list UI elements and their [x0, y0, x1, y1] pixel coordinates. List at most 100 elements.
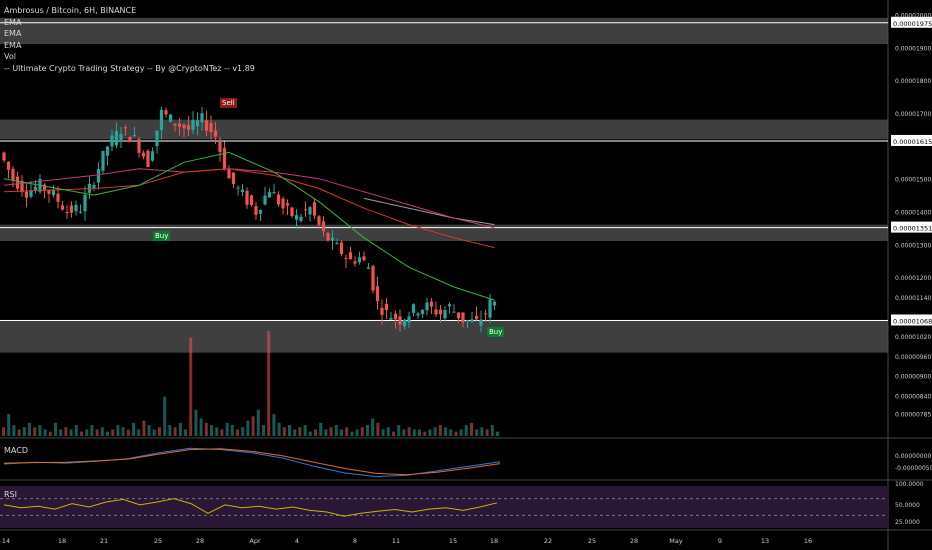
- x-tick-label: 14: [2, 537, 10, 545]
- volume-bar: [230, 425, 234, 436]
- candle-body: [137, 139, 141, 153]
- volume-bar: [251, 416, 255, 436]
- volume-bar: [256, 409, 260, 436]
- candle-body: [465, 320, 470, 322]
- candle-body: [105, 146, 110, 156]
- x-tick-label: 18: [490, 537, 498, 545]
- volume-bar: [319, 422, 323, 436]
- x-tick-label: 25: [588, 537, 596, 545]
- volume-bar: [2, 427, 5, 436]
- candle-body: [69, 205, 74, 213]
- candle-body: [402, 319, 407, 327]
- volume-bar: [386, 427, 390, 436]
- candle-body: [6, 161, 11, 170]
- candle-body: [254, 206, 258, 215]
- volume-bar: [48, 431, 52, 436]
- candle-body: [74, 204, 78, 212]
- volume-bar: [272, 414, 276, 436]
- y-tick-label: 0.00001500: [895, 177, 931, 184]
- sr-zone: [0, 17, 888, 45]
- rsi-label: RSI: [4, 490, 17, 499]
- volume-bar: [366, 425, 369, 436]
- candle-body: [236, 187, 240, 189]
- candle-body: [209, 123, 213, 132]
- volume-bar: [225, 422, 229, 436]
- volume-bar: [303, 425, 307, 436]
- x-tick-label: 15: [449, 537, 457, 545]
- volume-bar: [485, 429, 489, 436]
- y-tick-label: 0.00001020: [895, 334, 931, 341]
- candle-body: [326, 233, 330, 241]
- candle-body: [227, 168, 231, 179]
- x-tick-label: 11: [392, 537, 400, 545]
- candle-body: [123, 127, 128, 129]
- candle-body: [200, 113, 204, 123]
- volume-bar: [80, 431, 83, 436]
- volume-bar: [340, 429, 343, 436]
- y-tick-label: 0.00000840: [895, 393, 931, 400]
- volume-bar: [444, 427, 447, 436]
- volume-bar: [345, 427, 349, 436]
- sr-zone: [0, 319, 888, 353]
- volume-bar: [189, 337, 193, 436]
- candle-body: [56, 193, 60, 202]
- volume-bar: [69, 429, 73, 436]
- sr-zone: [0, 224, 888, 242]
- y-tick-label: 0.00001200: [895, 275, 931, 282]
- candle-body: [164, 110, 168, 115]
- volume-bar: [288, 425, 291, 436]
- candle-body: [191, 120, 195, 130]
- candle-body: [33, 186, 38, 191]
- buy-signal-tag: Buy: [153, 231, 171, 241]
- candle-body: [177, 123, 182, 127]
- price-tag-bg: [891, 16, 932, 28]
- candle-body: [47, 190, 51, 194]
- volume-bar: [267, 331, 271, 436]
- volume-bar: [215, 427, 219, 436]
- buy-signal-tag-2: Buy: [487, 327, 505, 337]
- volume-bar: [17, 429, 21, 436]
- volume-bar: [33, 427, 37, 436]
- volume-bar: [308, 431, 312, 436]
- volume-bar: [350, 431, 354, 436]
- candle-body: [11, 168, 15, 180]
- candle-body: [362, 256, 366, 261]
- candle-body: [488, 299, 492, 318]
- candle-body: [303, 209, 308, 211]
- volume-bar: [475, 429, 479, 436]
- volume-bar: [111, 429, 115, 436]
- volume-bar: [38, 425, 42, 436]
- candle-body: [173, 123, 177, 126]
- candle-body: [119, 133, 123, 142]
- volume-bar: [376, 422, 380, 436]
- candle-body: [299, 216, 303, 222]
- volume-bar: [90, 425, 94, 436]
- price-tag-bg: [891, 314, 932, 326]
- volume-bar: [59, 429, 63, 436]
- candle-body: [456, 312, 461, 319]
- candle-body: [425, 302, 429, 311]
- candle-body: [393, 313, 398, 320]
- volume-bar: [360, 427, 364, 436]
- volume-bar: [152, 429, 156, 436]
- volume-bar: [236, 429, 239, 436]
- volume-bar: [412, 429, 416, 436]
- candle-body: [344, 257, 348, 259]
- volume-bar: [12, 425, 16, 436]
- candle-body: [474, 315, 479, 320]
- macd-label: MACD: [4, 446, 28, 455]
- volume-bar: [121, 427, 125, 436]
- volume-bar: [184, 429, 187, 436]
- y-tick-label: 0.00001300: [895, 242, 931, 249]
- candle-body: [411, 304, 416, 313]
- x-tick-label: 16: [804, 537, 812, 545]
- candle-body: [182, 124, 186, 129]
- candle-body: [146, 150, 150, 168]
- candle-body: [110, 135, 114, 147]
- candle-body: [60, 205, 65, 210]
- candle-body: [51, 190, 56, 196]
- candle-body: [470, 319, 474, 322]
- y-tick-label: 0.00000900: [895, 374, 931, 381]
